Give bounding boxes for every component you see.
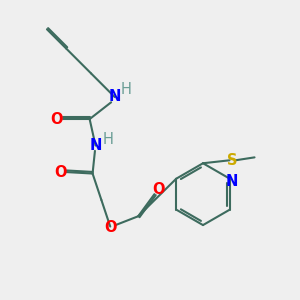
Text: O: O	[54, 165, 66, 180]
Text: O: O	[153, 182, 165, 197]
Text: O: O	[50, 112, 63, 127]
Text: O: O	[104, 220, 116, 235]
Text: N: N	[89, 138, 102, 153]
Text: N: N	[226, 174, 238, 189]
Text: H: H	[121, 82, 132, 97]
Text: S: S	[226, 153, 237, 168]
Text: H: H	[103, 132, 113, 147]
Text: N: N	[109, 89, 121, 104]
